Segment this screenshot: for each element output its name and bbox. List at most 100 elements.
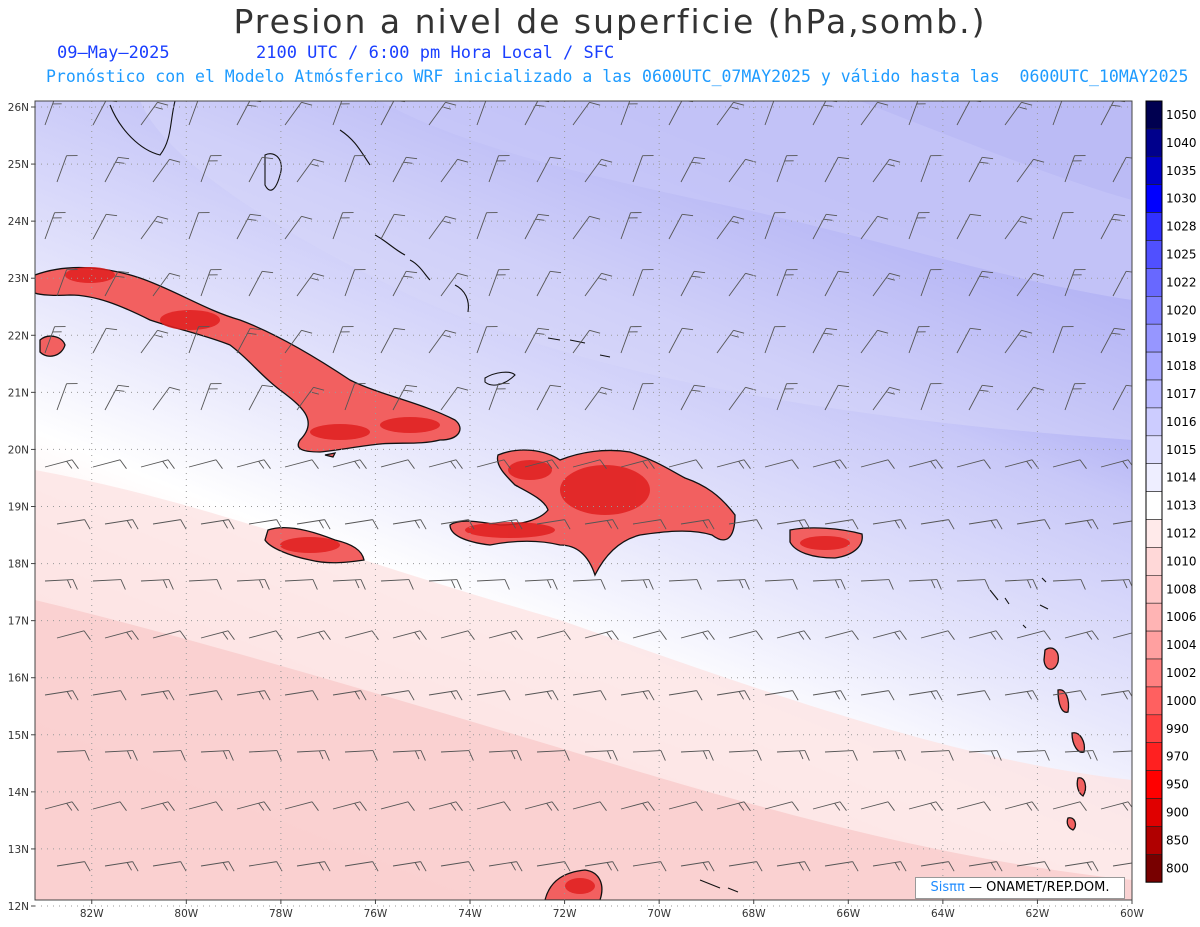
wind-barb xyxy=(968,630,1003,640)
wind-barb xyxy=(632,155,654,183)
wind-barb xyxy=(476,579,510,590)
colorbar-label: 1006 xyxy=(1166,610,1197,624)
wind-barb xyxy=(44,690,79,701)
wind-barb xyxy=(860,459,895,469)
wind-barb xyxy=(104,861,139,872)
wind-barb xyxy=(152,750,186,761)
wind-barb xyxy=(536,270,562,297)
wind-barb xyxy=(716,801,751,811)
wind-barb xyxy=(728,519,763,530)
wind-barb xyxy=(572,101,601,126)
lat-label: 22N xyxy=(8,330,29,342)
wind-barb xyxy=(332,459,367,469)
wind-barb xyxy=(632,750,666,761)
wind-barb xyxy=(392,861,427,872)
wind-barb xyxy=(200,519,235,530)
isla-juventud xyxy=(39,335,66,357)
lat-label: 15N xyxy=(8,730,29,742)
wind-barb xyxy=(812,690,847,701)
colorbar-label: 1018 xyxy=(1166,359,1197,373)
wind-barb xyxy=(104,384,130,411)
map-title: Presion a nivel de superficie (hPa,somb.… xyxy=(233,2,987,41)
wind-barb xyxy=(860,801,895,811)
wind-barb xyxy=(380,690,415,701)
colorbar-label: 1050 xyxy=(1166,108,1197,122)
wind-barb xyxy=(248,156,274,183)
lon-label: 62W xyxy=(1026,908,1050,920)
wind-barb xyxy=(536,630,571,640)
wind-barb xyxy=(104,630,139,640)
wind-barb xyxy=(920,519,955,530)
wind-barb xyxy=(1016,861,1051,872)
wind-barb xyxy=(200,155,222,183)
lat-label: 21N xyxy=(8,387,29,399)
wind-barb xyxy=(584,519,619,530)
colorbar-label: 1012 xyxy=(1166,526,1197,540)
colorbar-label: 1013 xyxy=(1166,499,1197,513)
wind-barb xyxy=(140,801,175,811)
wind-barb xyxy=(908,690,943,701)
wind-barb xyxy=(968,861,1003,872)
wind-barb xyxy=(812,459,847,469)
wind-barb xyxy=(1064,630,1099,640)
colorbar-label: 1004 xyxy=(1166,638,1197,652)
wind-barb xyxy=(920,750,954,761)
wind-barb xyxy=(56,861,91,872)
wind-barb xyxy=(956,579,990,590)
wind-barb xyxy=(488,630,523,640)
wind-barb xyxy=(860,329,889,354)
wind-barb xyxy=(764,212,786,240)
wind-barb xyxy=(284,101,313,126)
colorbar-frame xyxy=(1145,100,1163,883)
wind-barb xyxy=(332,101,350,126)
wind-barb xyxy=(140,579,174,590)
wind-barb xyxy=(236,579,270,590)
wind-barb xyxy=(1064,750,1098,761)
wind-barb xyxy=(236,801,271,811)
wind-barb xyxy=(524,690,559,701)
wind-barb xyxy=(1052,579,1086,590)
lon-label: 82W xyxy=(80,908,104,920)
wind-barb xyxy=(572,690,607,701)
st-lucia-island xyxy=(1071,732,1086,753)
wind-barb xyxy=(152,630,187,640)
wind-barb xyxy=(44,212,66,240)
wind-barb xyxy=(716,579,750,590)
wind-barb xyxy=(956,801,991,811)
wind-barb xyxy=(668,690,703,701)
colorbar-label: 990 xyxy=(1166,722,1189,736)
wind-barb xyxy=(428,690,463,701)
wind-barb xyxy=(92,690,127,701)
colorbar-swatch xyxy=(1145,407,1163,437)
wind-barb xyxy=(824,519,859,530)
wind-barb xyxy=(860,101,889,126)
wind-barb xyxy=(968,519,1003,530)
wind-barb xyxy=(776,861,811,872)
wind-barb xyxy=(620,579,654,590)
colorbar-swatch xyxy=(1145,519,1163,548)
credit-box: Sisππ — ONAMET/REP.DOM. xyxy=(915,877,1125,899)
colorbar-label: 800 xyxy=(1166,861,1189,875)
wind-barb xyxy=(776,750,810,761)
wind-barb xyxy=(1064,155,1086,183)
wind-barb xyxy=(920,630,955,640)
colorbar-swatch xyxy=(1145,268,1163,297)
wind-barb xyxy=(1100,801,1132,811)
wind-barb xyxy=(1064,861,1099,872)
wind-barb xyxy=(1016,519,1051,530)
wind-barb xyxy=(332,579,366,590)
wind-barb xyxy=(908,101,926,126)
wind-barb xyxy=(1100,327,1126,354)
wind-barb xyxy=(488,861,523,872)
wind-barb xyxy=(1100,213,1126,240)
colorbar-label: 1008 xyxy=(1166,582,1197,596)
wind-barb xyxy=(104,156,130,183)
wind-barb xyxy=(536,156,562,183)
colorbar-swatch xyxy=(1145,826,1163,855)
colorbar-label: 970 xyxy=(1166,750,1189,764)
guadeloupe-island xyxy=(1043,647,1059,670)
colorbar-swatch xyxy=(1145,714,1163,743)
wind-barb xyxy=(968,750,1002,761)
wind-barb xyxy=(380,327,406,354)
wind-barb xyxy=(1016,630,1051,640)
